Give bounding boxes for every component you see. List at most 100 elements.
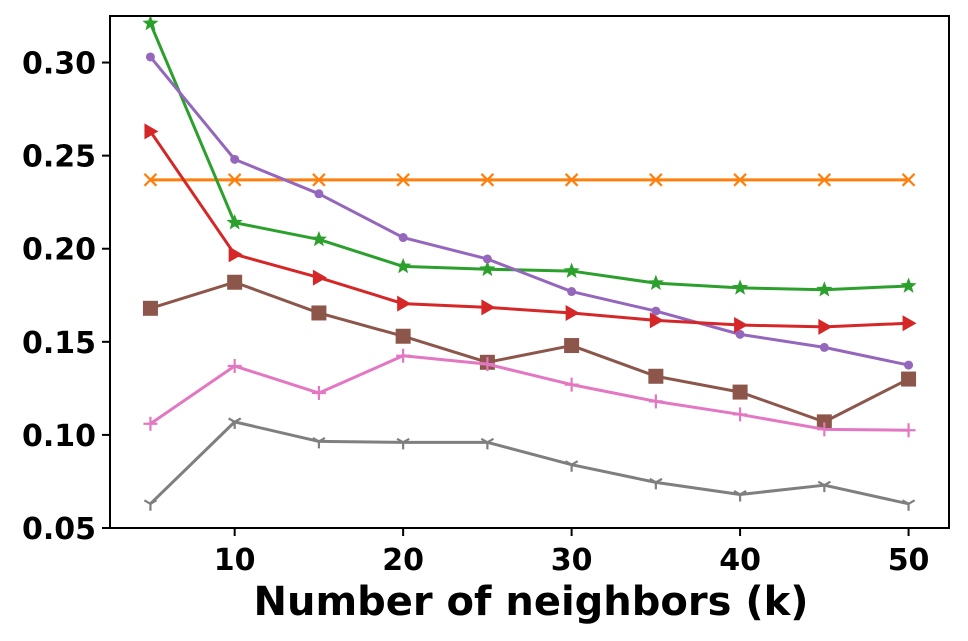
x-tick-label: 30	[551, 543, 593, 578]
data-point-brown	[395, 328, 411, 344]
series-pink	[143, 348, 916, 438]
data-point-purple	[314, 189, 324, 199]
series-purple	[145, 52, 914, 370]
data-point-gray	[817, 480, 831, 493]
series-line-gray	[149, 420, 909, 506]
x-axis: 10 20 30 40 50	[214, 528, 930, 578]
data-point-purple	[567, 287, 577, 297]
data-point-green	[479, 260, 496, 277]
data-point-brown	[564, 338, 580, 354]
series-line-green	[149, 22, 909, 292]
data-point-purple	[904, 360, 914, 370]
data-point-purple	[145, 52, 155, 62]
data-point-gray	[480, 437, 495, 450]
data-point-purple	[398, 233, 408, 243]
series-orange	[143, 173, 916, 187]
data-point-brown	[648, 368, 664, 384]
x-tick-label: 50	[888, 543, 930, 578]
y-tick-label: 0.30	[22, 47, 96, 82]
data-point-gray	[143, 499, 158, 511]
series-red	[144, 123, 917, 335]
data-point-orange	[733, 173, 747, 187]
data-point-red	[144, 123, 159, 140]
data-point-orange	[480, 173, 495, 187]
plot-frame	[109, 15, 950, 529]
x-tick-label: 10	[214, 543, 256, 578]
data-point-orange	[143, 173, 158, 187]
data-point-brown	[311, 305, 327, 321]
y-tick-label: 0.15	[22, 326, 96, 361]
data-point-red	[818, 318, 833, 335]
y-tick-label: 0.25	[22, 140, 96, 175]
data-point-red	[649, 312, 664, 329]
y-axis: 0.05 0.10 0.15 0.20 0.25 0.30	[22, 47, 110, 547]
y-tick-label: 0.20	[22, 233, 96, 268]
data-point-orange	[312, 173, 326, 187]
data-point-pink	[733, 407, 748, 422]
data-point-gray	[228, 417, 242, 429]
data-point-orange	[817, 173, 832, 187]
data-point-gray	[649, 477, 663, 490]
data-point-orange	[901, 173, 916, 187]
data-point-green	[226, 214, 243, 230]
data-point-purple	[230, 154, 240, 164]
data-point-brown	[227, 274, 243, 290]
data-point-red	[565, 304, 580, 321]
data-point-purple	[735, 329, 745, 339]
data-point-pink	[648, 394, 663, 409]
y-tick-label: 0.05	[22, 512, 96, 547]
series-layer	[142, 14, 917, 511]
data-point-green	[816, 281, 833, 297]
data-point-gray	[733, 490, 747, 502]
data-point-green	[310, 230, 327, 247]
data-point-gray	[901, 499, 916, 511]
data-point-brown	[142, 300, 158, 316]
series-line-red	[149, 130, 909, 329]
data-point-red	[312, 269, 327, 286]
series-gray	[143, 417, 916, 511]
data-point-red	[734, 317, 749, 334]
data-point-red	[481, 299, 496, 316]
data-point-green	[142, 14, 159, 31]
data-point-pink	[817, 422, 832, 437]
data-point-pink	[396, 348, 411, 363]
data-point-pink	[480, 357, 495, 372]
data-point-green	[395, 257, 412, 274]
data-point-purple	[651, 306, 661, 316]
data-point-green	[563, 262, 580, 278]
data-point-brown	[816, 414, 832, 430]
data-point-pink	[227, 359, 242, 374]
data-point-brown	[732, 384, 748, 400]
data-point-red	[397, 295, 412, 312]
series-green	[142, 14, 917, 297]
data-point-green	[732, 279, 749, 295]
data-point-pink	[901, 423, 916, 438]
series-brown	[142, 274, 917, 430]
data-point-brown	[901, 371, 917, 387]
data-point-purple	[819, 342, 829, 352]
x-axis-title: Number of neighbors (k)	[253, 579, 808, 625]
data-point-red	[902, 315, 917, 332]
data-point-red	[228, 246, 243, 263]
series-line-brown	[149, 280, 910, 424]
data-point-gray	[564, 460, 579, 472]
data-point-pink	[564, 377, 579, 392]
data-point-gray	[312, 436, 326, 449]
y-tick-label: 0.10	[22, 419, 96, 454]
x-tick-label: 40	[719, 543, 761, 578]
series-line-pink	[149, 354, 909, 432]
data-point-gray	[396, 437, 410, 450]
data-point-orange	[396, 173, 410, 187]
data-point-pink	[143, 416, 158, 431]
data-point-purple	[482, 254, 492, 264]
data-point-pink	[311, 386, 326, 401]
x-tick-label: 20	[382, 543, 424, 578]
data-point-orange	[227, 173, 242, 187]
data-point-orange	[649, 173, 663, 187]
data-point-orange	[564, 173, 579, 187]
data-point-green	[900, 277, 917, 293]
series-line-purple	[149, 56, 909, 367]
data-point-green	[647, 274, 664, 291]
